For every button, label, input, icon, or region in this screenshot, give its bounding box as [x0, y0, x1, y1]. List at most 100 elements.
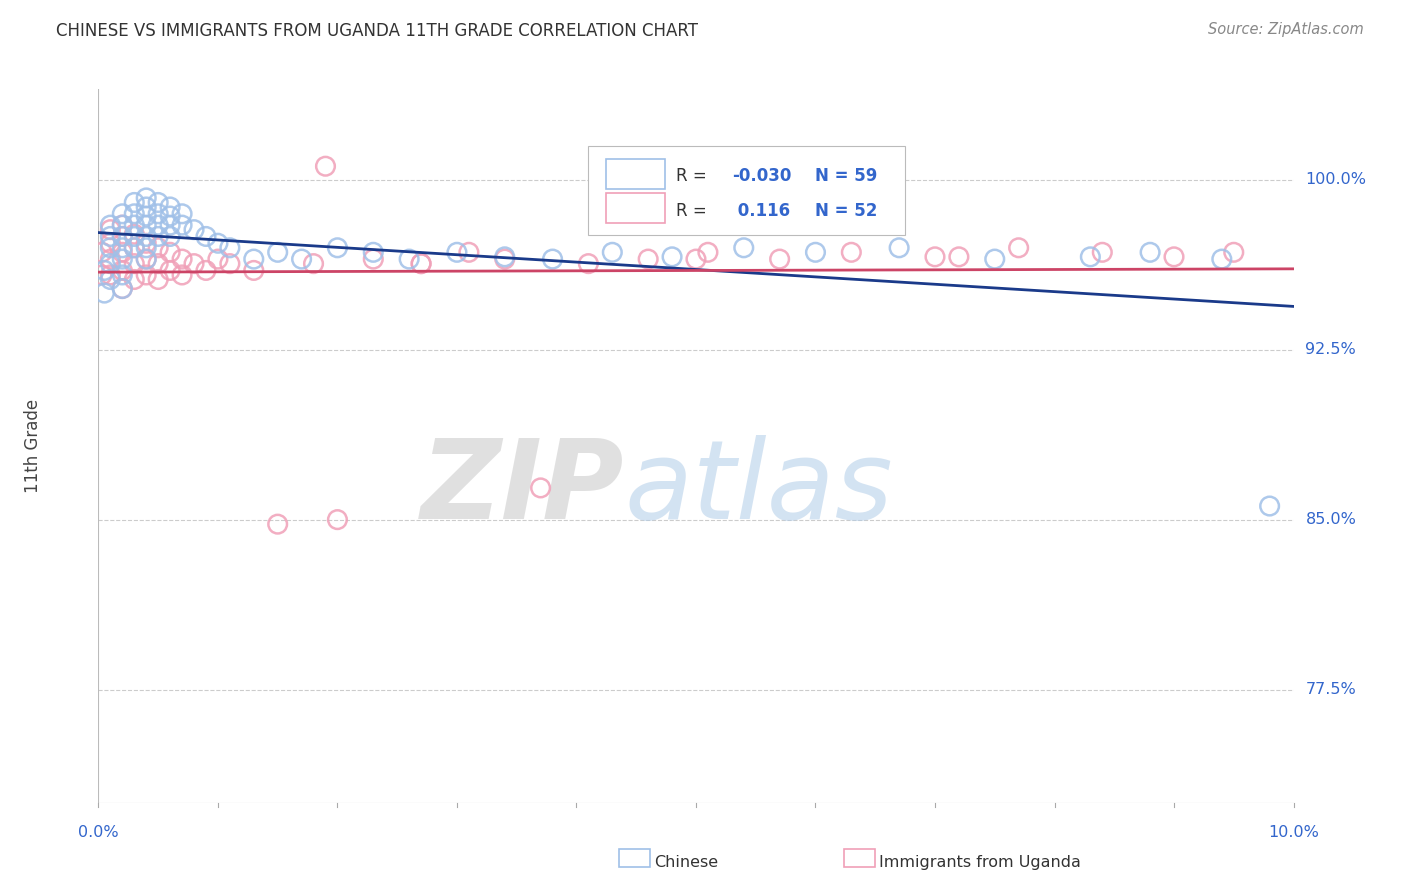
Point — [194, 263, 218, 277]
Text: 0.0%: 0.0% — [79, 825, 118, 840]
Point — [159, 209, 181, 223]
Point — [494, 252, 516, 266]
Point — [93, 286, 115, 301]
Text: 77.5%: 77.5% — [1306, 682, 1357, 697]
Point — [207, 252, 229, 266]
Bar — [619, 849, 650, 867]
Point — [172, 207, 194, 221]
Point — [889, 241, 911, 255]
Point — [159, 218, 181, 232]
Point — [124, 241, 146, 255]
Point — [804, 245, 827, 260]
FancyBboxPatch shape — [588, 146, 905, 235]
Point — [98, 218, 122, 232]
Point — [135, 252, 157, 266]
Point — [124, 195, 146, 210]
Point — [1007, 241, 1029, 255]
Point — [98, 257, 122, 271]
Point — [111, 218, 134, 232]
Point — [135, 200, 157, 214]
Point — [159, 245, 181, 260]
Point — [124, 207, 146, 221]
Point — [494, 250, 516, 264]
Point — [1223, 245, 1246, 260]
Point — [172, 218, 194, 232]
Point — [948, 250, 970, 264]
Point — [267, 245, 290, 260]
Point — [172, 252, 194, 266]
Point — [302, 257, 325, 271]
Point — [1091, 245, 1114, 260]
FancyBboxPatch shape — [606, 159, 665, 189]
Point — [135, 268, 157, 282]
Point — [159, 200, 181, 214]
Text: Immigrants from Uganda: Immigrants from Uganda — [879, 855, 1081, 870]
Text: CHINESE VS IMMIGRANTS FROM UGANDA 11TH GRADE CORRELATION CHART: CHINESE VS IMMIGRANTS FROM UGANDA 11TH G… — [56, 22, 699, 40]
Point — [1080, 250, 1102, 264]
Text: ZIP: ZIP — [420, 435, 624, 542]
Text: 85.0%: 85.0% — [1306, 512, 1357, 527]
Point — [398, 252, 420, 266]
Point — [411, 257, 433, 271]
Point — [267, 517, 290, 532]
Point — [124, 227, 146, 242]
Text: -0.030: -0.030 — [733, 168, 792, 186]
Text: 100.0%: 100.0% — [1306, 172, 1367, 187]
FancyBboxPatch shape — [606, 194, 665, 223]
Point — [124, 272, 146, 286]
Point — [148, 195, 170, 210]
Point — [172, 268, 194, 282]
Point — [183, 222, 205, 236]
Point — [159, 263, 181, 277]
Text: 11th Grade: 11th Grade — [24, 399, 42, 493]
Point — [290, 252, 312, 266]
Text: Source: ZipAtlas.com: Source: ZipAtlas.com — [1208, 22, 1364, 37]
Point — [541, 252, 564, 266]
Point — [183, 257, 205, 271]
Point — [124, 218, 146, 232]
Point — [1211, 252, 1233, 266]
Point — [148, 218, 170, 232]
Point — [98, 222, 122, 236]
Text: 10.0%: 10.0% — [1268, 825, 1319, 840]
Point — [219, 241, 242, 255]
Point — [661, 250, 683, 264]
Point — [135, 209, 157, 223]
Point — [326, 513, 349, 527]
Point — [111, 229, 134, 244]
Point — [111, 241, 134, 255]
Point — [1139, 245, 1161, 260]
Point — [135, 191, 157, 205]
Point — [768, 252, 790, 266]
Point — [111, 229, 134, 244]
Point — [637, 252, 659, 266]
Point — [124, 241, 146, 255]
Point — [98, 229, 122, 244]
Point — [600, 245, 623, 260]
Text: atlas: atlas — [624, 435, 893, 542]
Text: N = 52: N = 52 — [815, 202, 877, 219]
Point — [315, 159, 337, 173]
Point — [194, 229, 218, 244]
Point — [733, 241, 755, 255]
Point — [135, 218, 157, 232]
Point — [111, 268, 134, 282]
Point — [98, 268, 122, 282]
Bar — [844, 849, 875, 867]
Point — [219, 257, 242, 271]
Point — [135, 241, 157, 255]
Point — [924, 250, 946, 264]
Point — [91, 268, 114, 282]
Point — [1258, 499, 1281, 513]
Point — [111, 252, 134, 266]
Point — [148, 272, 170, 286]
Point — [93, 263, 115, 277]
Point — [111, 207, 134, 221]
Point — [697, 245, 720, 260]
Text: 0.116: 0.116 — [733, 202, 790, 219]
Point — [207, 236, 229, 251]
Point — [446, 245, 468, 260]
Point — [148, 229, 170, 244]
Text: R =: R = — [676, 202, 711, 219]
Text: N = 59: N = 59 — [815, 168, 877, 186]
